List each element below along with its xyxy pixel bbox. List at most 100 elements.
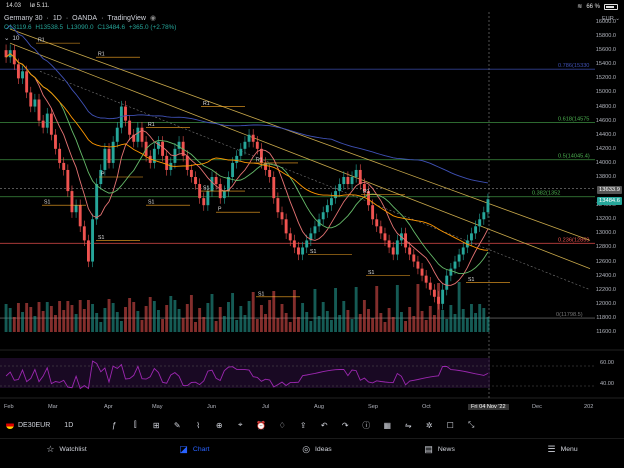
volume-bar	[103, 308, 107, 332]
candle-body	[231, 162, 235, 177]
nav-ideas-label: Ideas	[315, 446, 332, 453]
volume-bar	[91, 304, 94, 332]
volume-bar	[99, 322, 103, 332]
layout-icon[interactable]: ☐	[446, 420, 454, 430]
candle-body	[198, 184, 202, 199]
time-axis-label: May	[152, 404, 163, 410]
price-axis-label: 14800.0	[595, 103, 616, 110]
nav-menu[interactable]: ☰ Menu	[548, 444, 578, 455]
chart-toolbar: DE30EUR 1D ƒ ⫿ ⊞ ✎ ⌇ ⊕ ⌖ ⏰ ♢ ⇪ ↶ ↷ ⓘ ▦ ⇋…	[0, 416, 624, 434]
candle-body	[268, 169, 272, 177]
alert-icon[interactable]: ⏰	[256, 420, 267, 430]
candle-body	[4, 50, 8, 58]
fib-label: 0.382(1352	[532, 191, 560, 197]
volume-bar	[305, 312, 309, 332]
price-chart[interactable]: 0.786(15330 0.618(14575 0.5(14045.4) 0.382(…	[0, 0, 624, 416]
candle-body	[288, 233, 292, 241]
brush-icon[interactable]: ⌇	[196, 420, 201, 430]
indicator-count: 10	[12, 34, 20, 42]
candle-body	[214, 177, 218, 185]
volume-bar	[214, 321, 218, 332]
volume-bar	[259, 305, 263, 332]
candle-body	[41, 120, 45, 128]
volume-bar	[404, 321, 408, 332]
nav-ideas[interactable]: ◎ Ideas	[302, 444, 332, 455]
volume-bar	[350, 319, 354, 332]
candle-body	[255, 141, 259, 149]
moving-average-line	[5, 24, 488, 184]
currency-label[interactable]: EUR ⌄	[601, 16, 620, 22]
candle-body	[202, 198, 206, 206]
candle-body	[189, 169, 193, 177]
volume-bar	[144, 306, 148, 332]
volume-bar	[395, 285, 399, 332]
pen-icon[interactable]: ✎	[173, 420, 181, 430]
candle-body	[321, 212, 325, 220]
volume-bar	[379, 313, 383, 332]
candle-body	[301, 247, 305, 255]
volume-bar	[325, 311, 329, 332]
candle-type-icon[interactable]: ⫿	[133, 420, 137, 429]
battery-icon	[604, 3, 618, 10]
volume-bar	[243, 315, 247, 332]
crosshair-icon[interactable]: ⌖	[237, 420, 243, 429]
candle-body	[346, 177, 350, 185]
rsi-axis-40: 40.00	[600, 381, 614, 387]
pivot-label: R1	[98, 52, 105, 58]
volume-bar	[194, 322, 197, 332]
time-axis-label: Apr	[104, 404, 113, 410]
calendar-icon[interactable]: ▦	[383, 420, 392, 430]
volume-bar	[227, 302, 230, 332]
info-icon[interactable]: ⓘ	[362, 420, 371, 430]
share-icon[interactable]: ⇪	[299, 420, 307, 430]
fullscreen-icon[interactable]: ⤡	[468, 420, 475, 429]
bulb-icon[interactable]: ♢	[278, 420, 286, 430]
ohlc-close: C13484.6	[97, 24, 126, 31]
ohlc-open: O13119.6	[4, 24, 32, 31]
volume-bar	[313, 289, 317, 332]
volume-bar	[161, 319, 165, 332]
indicators-icon[interactable]: ƒ	[112, 420, 117, 430]
candle-body	[157, 141, 160, 149]
candle-body	[227, 177, 230, 192]
volume-bar	[358, 314, 362, 332]
symbol-name[interactable]: Germany 30	[4, 14, 43, 22]
ohlc-values: O13119.6 H13538.5 L13090.0 C13484.6 +365…	[4, 24, 178, 31]
fib-label: 0.786(15330	[558, 63, 589, 69]
indicators-toggle[interactable]: ⌄ 10	[4, 34, 178, 43]
nav-chart[interactable]: ◪ Chart	[179, 444, 209, 455]
volume-bar	[165, 305, 169, 332]
volume-bar	[185, 304, 189, 332]
volume-bar	[432, 315, 436, 332]
candle-body	[148, 155, 152, 163]
symbol-selector[interactable]: DE30EUR 1D	[6, 421, 73, 429]
candle-body	[338, 184, 342, 192]
volume-bar	[148, 297, 152, 332]
volume-bar	[329, 320, 333, 332]
toolbar-interval[interactable]: 1D	[64, 421, 74, 429]
undo-icon[interactable]: ↶	[320, 420, 328, 430]
volume-bar	[288, 322, 292, 332]
pivot-label: R1	[38, 38, 45, 44]
settings-icon[interactable]: ✲	[425, 420, 433, 430]
candle-body	[194, 177, 197, 185]
add-icon[interactable]: ⊕	[215, 420, 223, 430]
trade-icon[interactable]: ⇋	[404, 420, 412, 430]
volume-bar	[231, 293, 235, 332]
candle-body	[165, 155, 169, 170]
redo-icon[interactable]: ↷	[341, 420, 349, 430]
volume-bar	[58, 301, 62, 332]
volume-bar	[218, 307, 222, 332]
price-axis-label: 14200.0	[595, 145, 616, 152]
candle-body	[132, 134, 136, 142]
volume-bar	[62, 310, 66, 332]
candle-body	[115, 127, 119, 142]
chart-legend: Germany 30 · 1D · OANDA · TradingView ◉ …	[4, 14, 178, 43]
price-axis-label: 12000.0	[595, 300, 616, 307]
eye-icon[interactable]: ◉	[149, 15, 157, 22]
compare-icon[interactable]: ⊞	[152, 420, 160, 430]
ohlc-low: L13090.0	[66, 24, 94, 31]
nav-watchlist[interactable]: ☆ Watchlist	[46, 444, 86, 455]
nav-news[interactable]: ▤ News	[424, 444, 455, 455]
price-axis-label: 13800.0	[595, 174, 616, 180]
